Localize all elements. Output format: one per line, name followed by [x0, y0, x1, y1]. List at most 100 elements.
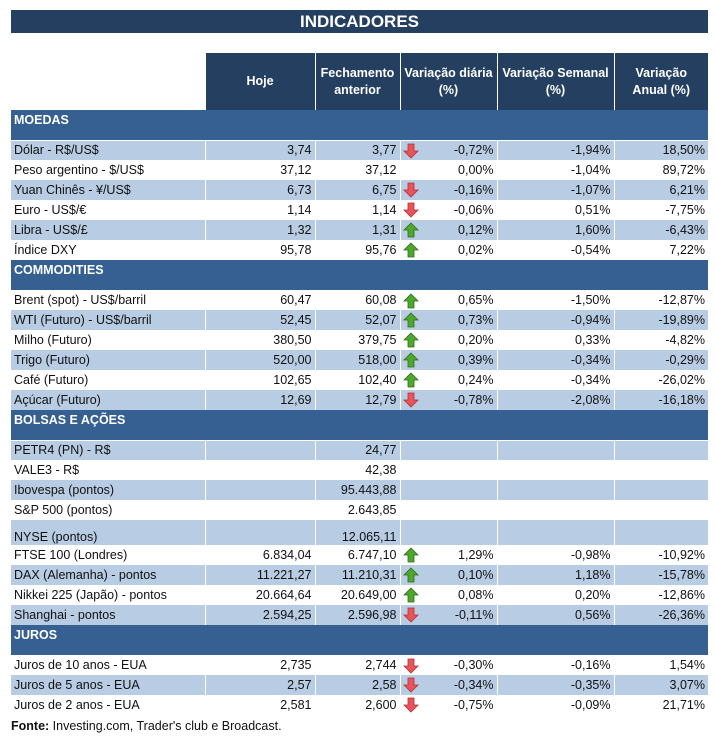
cell-anual: 18,50% [613, 140, 708, 160]
cell-diaria: 0,24% [399, 370, 497, 390]
arrow-up-icon [402, 372, 419, 388]
cell-anterior: 11.210,31 [314, 565, 400, 585]
cell-diaria: 0,73% [399, 310, 497, 330]
cell-hoje: 380,50 [204, 330, 315, 350]
cell-anterior: 20.649,00 [314, 585, 400, 605]
cell-hoje: 2.594,25 [204, 605, 315, 625]
row-label: FTSE 100 (Londres) [14, 548, 128, 562]
row-label: Juros de 10 anos - EUA [14, 658, 147, 673]
cell-anterior: 2,600 [314, 695, 400, 715]
row-label: Índice DXY [14, 243, 77, 257]
cell-anual [613, 500, 708, 520]
table-row: Ibovespa (pontos) 95.443,88 [11, 480, 708, 500]
row-label: Libra - US$/£ [11, 220, 205, 240]
section-header: JUROS [11, 625, 708, 656]
cell-semanal: -2,08% [496, 390, 614, 410]
cell-hoje [204, 500, 315, 520]
cell-hoje: 60,47 [204, 290, 315, 310]
arrow-down-icon [402, 143, 419, 159]
cell-anterior: 95,76 [314, 240, 400, 260]
arrow-down-icon [402, 658, 419, 674]
header-hoje: Hoje [204, 53, 315, 110]
table-row: Euro - US$/€ 1,14 1,14 -0,06% 0,51% -7,75% [11, 200, 708, 220]
cell-semanal [496, 480, 614, 500]
cell-diaria-value: -0,75% [453, 698, 494, 712]
cell-diaria: 0,20% [399, 330, 497, 350]
table-row: Juros de 5 anos - EUA 2,57 2,58 -0,34% -0,35… [11, 675, 708, 695]
source-label: Fonte: [11, 719, 50, 733]
row-label: Trigo (Futuro) [11, 350, 205, 370]
cell-anterior: 379,75 [314, 330, 400, 350]
table-row: Açúcar (Futuro) 12,69 12,79 -0,78% -2,08% -16… [11, 390, 708, 410]
cell-semanal: -0,16% [496, 655, 614, 675]
cell-diaria-value: -0,11% [454, 608, 494, 622]
row-label: Milho (Futuro) [14, 333, 92, 347]
cell-anterior: 37,12 [314, 160, 400, 180]
cell-semanal: 1,60% [496, 220, 614, 240]
cell-anterior: 1,14 [314, 200, 400, 220]
cell-diaria-value: 0,00% [458, 163, 494, 177]
cell-diaria: -0,78% [399, 390, 497, 410]
cell-semanal: 1,18% [496, 565, 614, 585]
cell-anterior: 95.443,88 [314, 480, 400, 500]
cell-diaria-value: 0,73% [458, 313, 494, 327]
arrow-down-icon [402, 202, 419, 218]
cell-semanal: -0,35% [496, 675, 614, 695]
arrow-up-icon [402, 587, 419, 603]
cell-diaria-value: -0,06% [453, 203, 494, 217]
cell-anual: -7,75% [613, 200, 708, 220]
cell-hoje: 3,74 [204, 140, 315, 160]
cell-diaria-value: -0,34% [453, 678, 494, 692]
table-row: FTSE 100 (Londres) 6.834,04 6.747,10 1,29% -… [11, 545, 708, 565]
row-label: Nikkei 225 (Japão) - pontos [14, 588, 167, 602]
row-label: S&P 500 (pontos) [14, 503, 113, 517]
section-title: JUROS [11, 625, 708, 656]
arrow-up-icon [402, 332, 419, 348]
cell-anterior: 42,38 [314, 460, 400, 480]
cell-diaria: 0,39% [399, 350, 497, 370]
table-row: Yuan Chinês - ¥/US$ 6,73 6,75 -0,16% -1,07% 6… [11, 180, 708, 200]
arrow-up-icon [402, 222, 419, 238]
cell-semanal: -0,34% [496, 370, 614, 390]
row-label: NYSE (pontos) [11, 520, 205, 545]
cell-hoje [204, 520, 315, 545]
page-title: INDICADORES [11, 10, 708, 33]
row-label: WTI (Futuro) - US$/barril [11, 310, 205, 330]
cell-diaria-value: -0,78% [453, 393, 494, 407]
cell-anterior: 518,00 [314, 350, 400, 370]
table-row: Índice DXY 95,78 95,76 0,02% -0,54% 7,22% [11, 240, 708, 260]
cell-diaria-value: 1,29% [458, 548, 494, 562]
section-header: BOLSAS E AÇÕES [11, 410, 708, 441]
cell-anual: 1,54% [613, 655, 708, 675]
cell-hoje [204, 480, 315, 500]
row-label: Juros de 5 anos - EUA [11, 675, 205, 695]
table-row: Shanghai - pontos 2.594,25 2.596,98 -0,11% 0… [11, 605, 708, 625]
arrow-up-icon [402, 547, 419, 563]
cell-semanal [496, 520, 614, 545]
header-variacao-semanal: Variação Semanal (%) [496, 53, 614, 110]
cell-hoje: 1,32 [204, 220, 315, 240]
cell-anterior: 2,58 [314, 675, 400, 695]
section-header: MOEDAS [11, 110, 708, 141]
section-title: COMMODITIES [11, 260, 708, 291]
cell-anual: -26,02% [613, 370, 708, 390]
cell-diaria [399, 520, 497, 545]
cell-anual: -10,92% [613, 545, 708, 565]
cell-anual: -0,29% [613, 350, 708, 370]
cell-diaria-value: 0,12% [458, 223, 494, 237]
cell-anterior: 2.643,85 [314, 500, 400, 520]
row-label: Peso argentino - $/US$ [14, 163, 144, 177]
cell-semanal: -0,54% [496, 240, 614, 260]
row-label: Shanghai - pontos [11, 605, 205, 625]
cell-hoje: 6.834,04 [204, 545, 315, 565]
table-body: MOEDAS Dólar - R$/US$ 3,74 3,77 -0,72% -1,94%… [11, 110, 708, 715]
cell-hoje [204, 460, 315, 480]
cell-anual [613, 520, 708, 545]
table-row: NYSE (pontos) 12.065,11 [11, 520, 708, 545]
table-row: Juros de 2 anos - EUA 2,581 2,600 -0,75% -0,… [11, 695, 708, 715]
cell-anterior: 2.596,98 [314, 605, 400, 625]
cell-diaria-value: 0,39% [458, 353, 494, 367]
arrow-down-icon [402, 182, 419, 198]
table-row: Juros de 10 anos - EUA 2,735 2,744 -0,30% -0… [11, 655, 708, 675]
cell-anterior: 12.065,11 [314, 520, 400, 545]
